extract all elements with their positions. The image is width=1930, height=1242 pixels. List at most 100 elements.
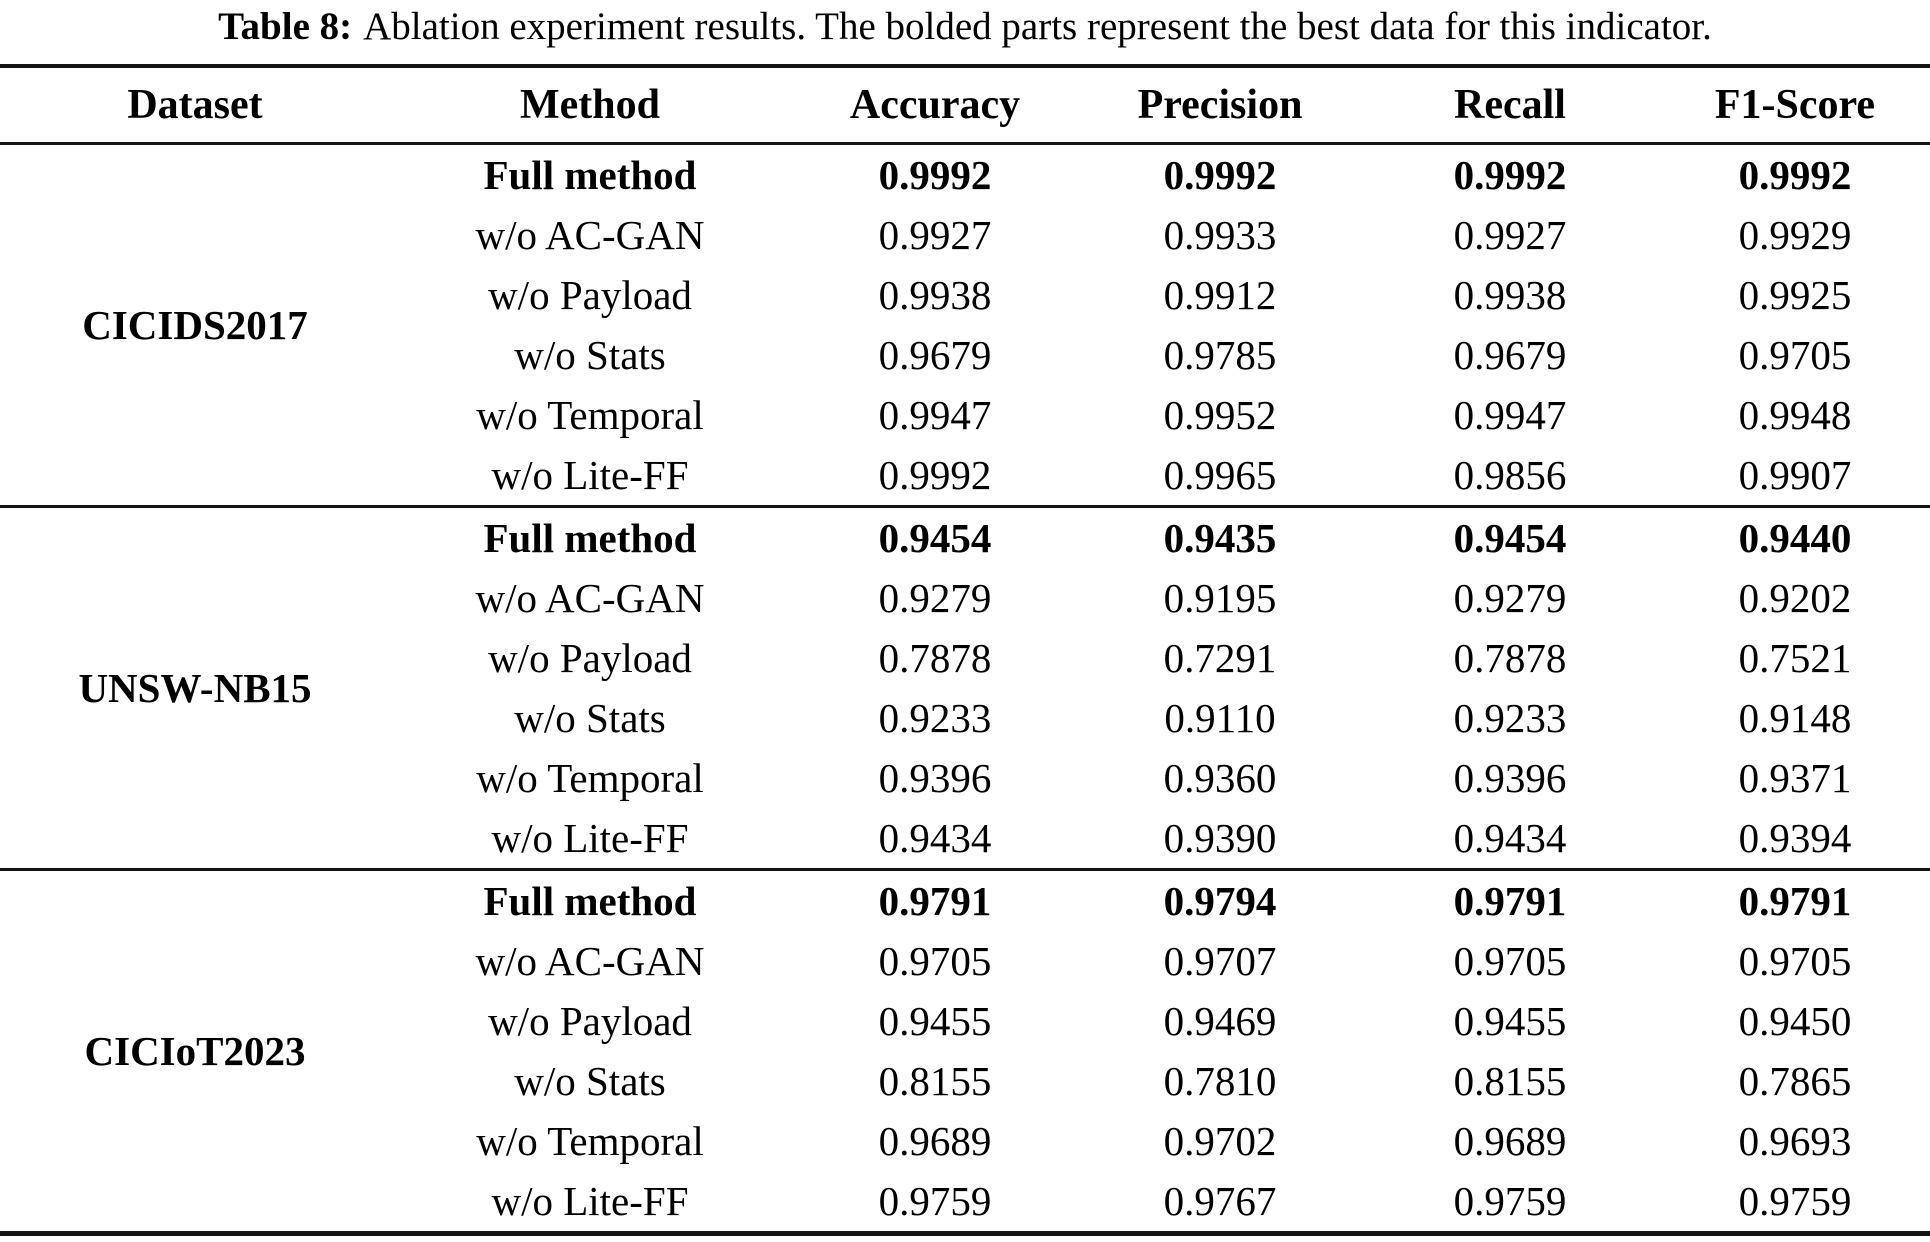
value-cell: 0.9933 [1163,212,1277,258]
value-cell: 0.9394 [1738,815,1852,861]
value-cell: 0.9396 [878,755,992,801]
value-cell: 0.9992 [1163,152,1277,198]
ablation-results-table: Dataset Method Accuracy Precision Recall… [0,64,1930,1236]
value-cell: 0.9434 [878,815,992,861]
value-cell: 0.9360 [1163,755,1277,801]
table-caption: Table 8: Ablation experiment results. The… [0,0,1930,64]
table-row: w/o Temporal 0.9689 0.9702 0.9689 0.9693 [0,1111,1930,1171]
value-cell: 0.8155 [878,1058,992,1104]
value-cell: 0.9791 [878,878,992,924]
value-cell: 0.7878 [878,635,992,681]
value-cell: 0.9947 [878,392,992,438]
dataset-cell: CICIDS2017 [82,302,308,348]
value-cell: 0.7878 [1453,635,1567,681]
value-cell: 0.9927 [878,212,992,258]
value-cell: 0.7291 [1163,635,1277,681]
table-row: CICIDS2017 Full method 0.9992 0.9992 0.9992 0… [0,144,1930,348]
value-cell: 0.9450 [1738,998,1852,1044]
column-header-accuracy: Accuracy [790,66,1080,145]
column-header-dataset: Dataset [0,66,390,145]
value-cell: 0.9679 [1453,332,1567,378]
table-row: CICIoT2023 Full method 0.9791 0.9794 0.9791 0… [0,870,1930,1074]
value-cell: 0.9938 [1453,272,1567,318]
value-cell: 0.9371 [1738,755,1852,801]
value-cell: 0.9693 [1738,1118,1852,1164]
dataset-group: CICIoT2023 Full method 0.9791 0.9794 0.9791 0… [0,869,1930,1234]
value-cell: 0.7865 [1738,1058,1852,1104]
value-cell: 0.9948 [1738,392,1852,438]
table-row: w/o Stats 0.8155 0.7810 0.8155 0.7865 [0,1051,1930,1111]
value-cell: 0.9938 [878,272,992,318]
method-cell: w/o Temporal [476,755,704,801]
table-row: w/o AC-GAN 0.9279 0.9195 0.9279 0.9202 [0,568,1930,628]
method-cell: w/o Stats [514,695,666,741]
table-caption-text: Ablation experiment results. The bolded … [363,5,1712,48]
value-cell: 0.9435 [1163,515,1277,561]
value-cell: 0.9947 [1453,392,1567,438]
value-cell: 0.9195 [1163,575,1277,621]
value-cell: 0.9434 [1453,815,1567,861]
value-cell: 0.8155 [1453,1058,1567,1104]
value-cell: 0.9992 [878,152,992,198]
value-cell: 0.9705 [1738,332,1852,378]
method-cell: Full method [483,878,697,924]
value-cell: 0.9952 [1163,392,1277,438]
method-cell: w/o Stats [514,1058,666,1104]
method-cell: w/o Lite-FF [491,452,689,498]
method-cell: w/o AC-GAN [475,575,705,621]
value-cell: 0.9390 [1163,815,1277,861]
value-cell: 0.9454 [1453,515,1567,561]
table-row: w/o Temporal 0.9396 0.9360 0.9396 0.9371 [0,748,1930,808]
table-row: w/o Stats 0.9679 0.9785 0.9679 0.9705 [0,325,1930,385]
value-cell: 0.9202 [1738,575,1852,621]
value-cell: 0.9454 [878,515,992,561]
table-row: w/o Payload 0.9938 0.9912 0.9938 0.9925 [0,265,1930,325]
value-cell: 0.9469 [1163,998,1277,1044]
value-cell: 0.9759 [1453,1178,1567,1224]
value-cell: 0.9965 [1163,452,1277,498]
value-cell: 0.9110 [1164,695,1276,741]
value-cell: 0.7810 [1163,1058,1277,1104]
value-cell: 0.9767 [1163,1178,1277,1224]
value-cell: 0.9707 [1163,938,1277,984]
method-cell: w/o Stats [514,332,666,378]
value-cell: 0.9279 [1453,575,1567,621]
column-header-precision: Precision [1080,66,1360,145]
value-cell: 0.9759 [1738,1178,1852,1224]
value-cell: 0.9992 [1738,152,1852,198]
method-cell: w/o Temporal [476,1118,704,1164]
value-cell: 0.9279 [878,575,992,621]
value-cell: 0.9148 [1738,695,1852,741]
method-cell: w/o Temporal [476,392,704,438]
column-header-recall: Recall [1360,66,1660,145]
table-row: w/o AC-GAN 0.9705 0.9707 0.9705 0.9705 [0,931,1930,991]
value-cell: 0.9233 [878,695,992,741]
table-row: w/o Lite-FF 0.9434 0.9390 0.9434 0.9394 [0,808,1930,870]
value-cell: 0.9856 [1453,452,1567,498]
value-cell: 0.9925 [1738,272,1852,318]
table-caption-label: Table 8: [218,5,353,48]
method-cell: w/o Lite-FF [491,1178,689,1224]
value-cell: 0.9929 [1738,212,1852,258]
table-row: w/o Temporal 0.9947 0.9952 0.9947 0.9948 [0,385,1930,445]
value-cell: 0.9705 [1453,938,1567,984]
value-cell: 0.9791 [1738,878,1852,924]
table-row: w/o Payload 0.9455 0.9469 0.9455 0.9450 [0,991,1930,1051]
table-row: w/o Lite-FF 0.9992 0.9965 0.9856 0.9907 [0,445,1930,507]
value-cell: 0.9791 [1453,878,1567,924]
column-header-method: Method [390,66,790,145]
value-cell: 0.9233 [1453,695,1567,741]
value-cell: 0.9455 [1453,998,1567,1044]
value-cell: 0.9396 [1453,755,1567,801]
dataset-cell: UNSW-NB15 [78,665,312,711]
value-cell: 0.9702 [1163,1118,1277,1164]
dataset-group: UNSW-NB15 Full method 0.9454 0.9435 0.9454 0.… [0,506,1930,870]
dataset-group: CICIDS2017 Full method 0.9992 0.9992 0.9992 0… [0,143,1930,507]
method-cell: w/o Payload [488,998,692,1044]
table-header: Dataset Method Accuracy Precision Recall… [0,66,1930,145]
table-row: w/o Stats 0.9233 0.9110 0.9233 0.9148 [0,688,1930,748]
value-cell: 0.9907 [1738,452,1852,498]
value-cell: 0.9440 [1738,515,1852,561]
method-cell: Full method [483,152,697,198]
method-cell: w/o Payload [488,272,692,318]
